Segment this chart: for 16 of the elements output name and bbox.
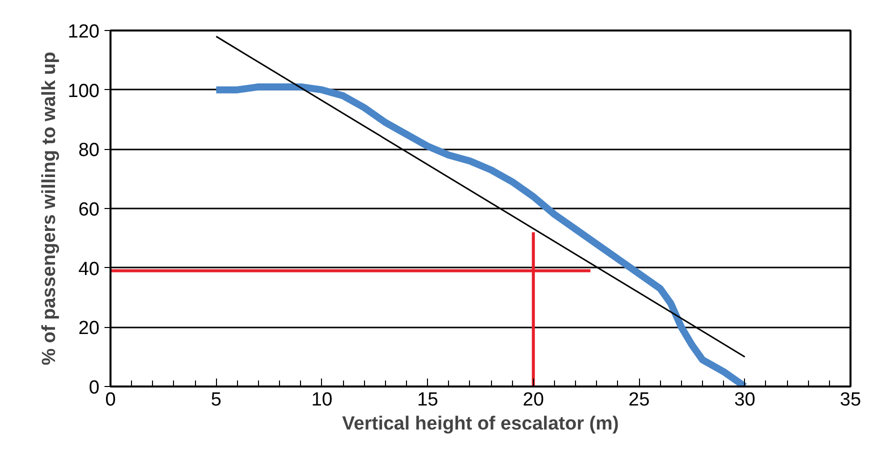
x-axis-title: Vertical height of escalator (m) (342, 414, 619, 434)
y-tick-label: 80 (78, 140, 100, 162)
y-tick-label: 100 (68, 80, 100, 102)
y-tick-label: 20 (78, 318, 100, 340)
y-tick-label: 60 (78, 200, 100, 220)
x-tick-label: 5 (210, 390, 222, 410)
y-axis-title: % of passengers willing to walk up (38, 52, 60, 366)
x-tick-label: 10 (311, 390, 332, 410)
x-tick-label: 30 (734, 390, 756, 410)
x-tick-label: 15 (417, 390, 438, 410)
x-tick-label: 20 (522, 390, 544, 410)
y-tick-label: 40 (78, 258, 100, 280)
y-tick-label: 120 (68, 22, 100, 42)
x-tick-label: 25 (628, 390, 650, 410)
x-tick-label: 35 (840, 390, 862, 410)
x-tick-label: 0 (105, 390, 116, 410)
